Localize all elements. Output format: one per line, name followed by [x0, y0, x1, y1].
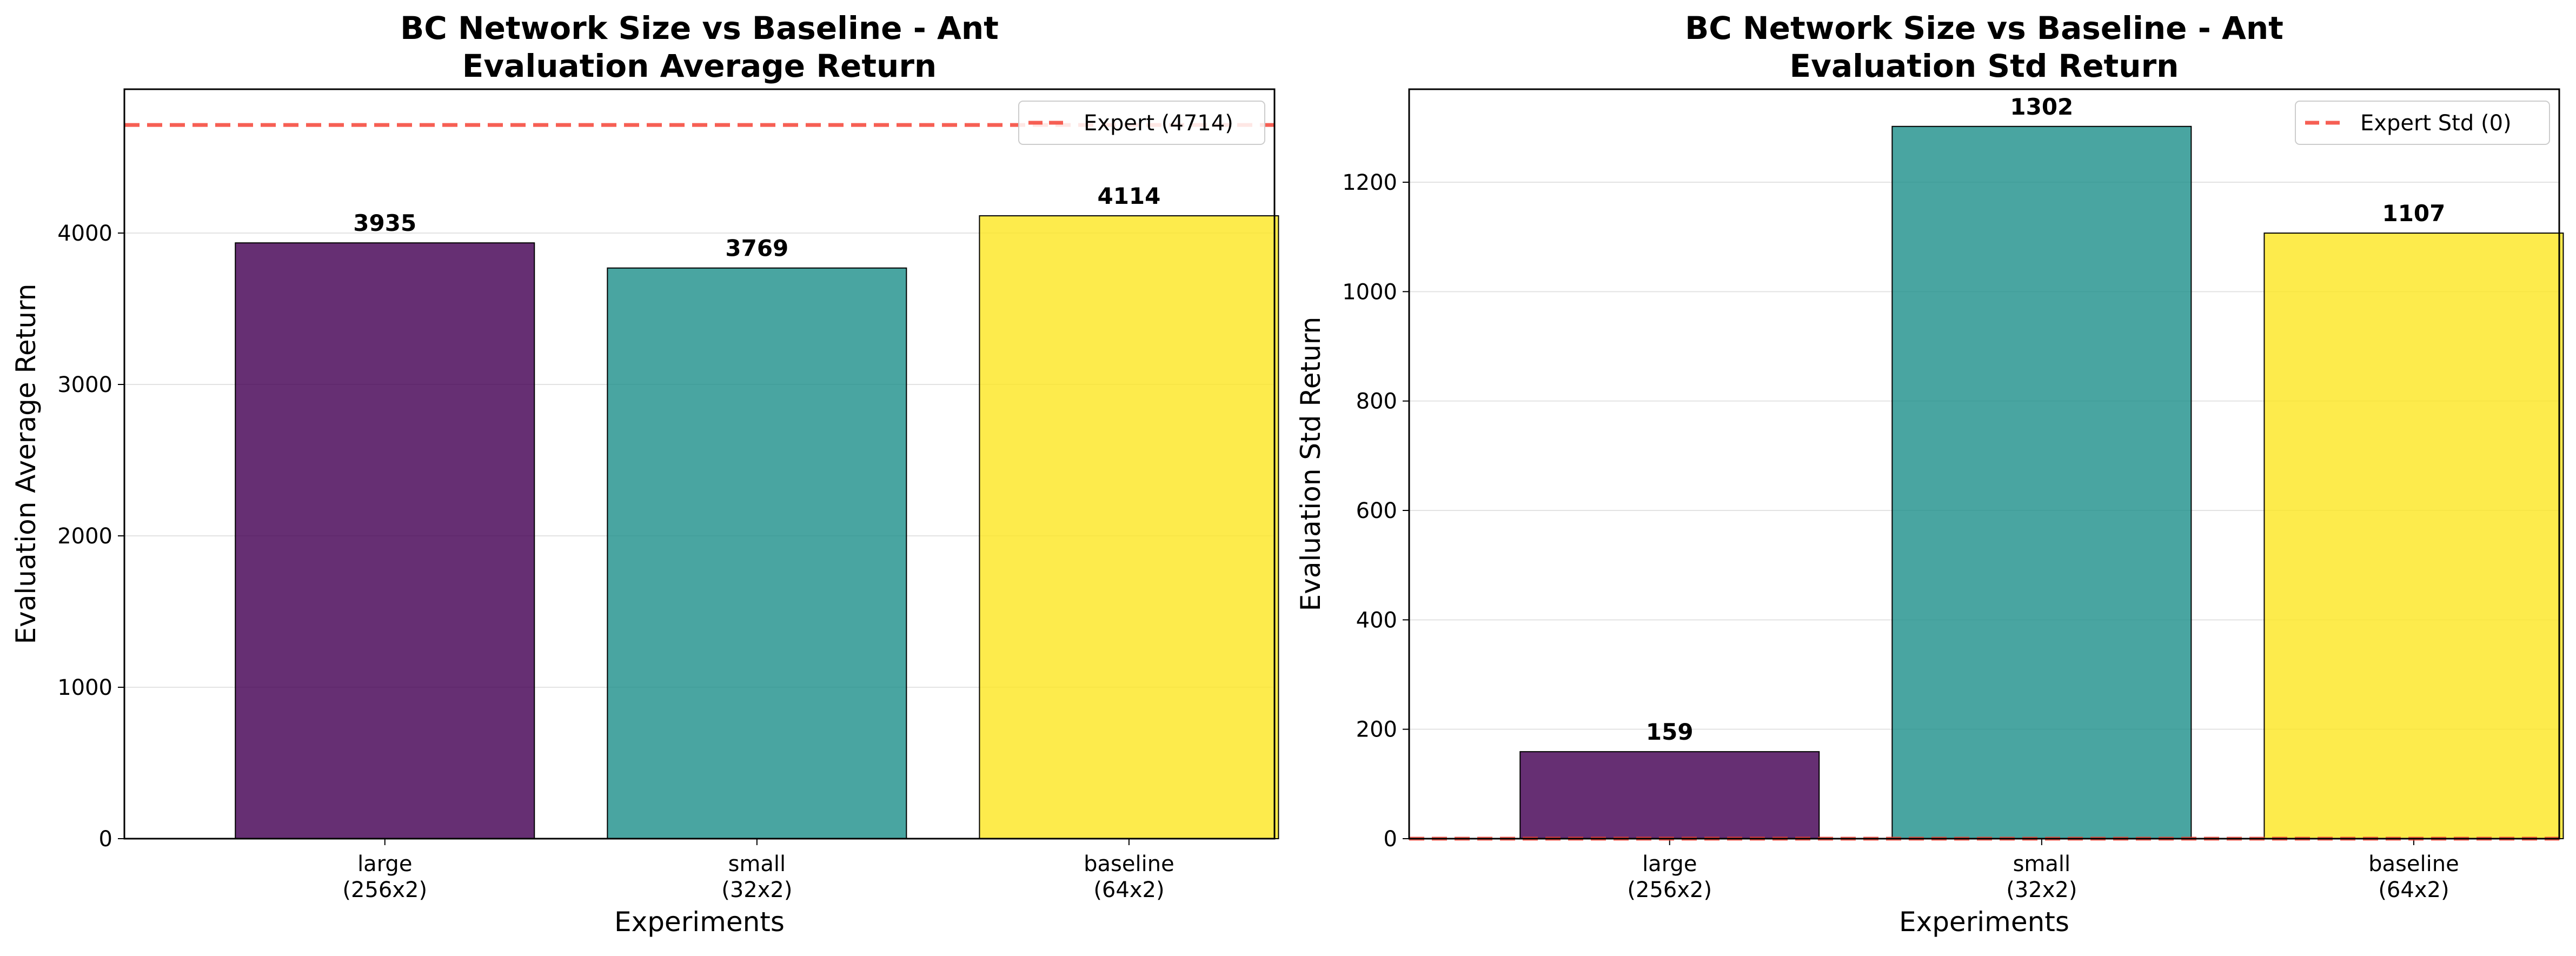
bar-3 [2263, 233, 2564, 839]
y-tick-label: 800 [1356, 389, 1397, 414]
legend-entry: Expert (4714) [1084, 111, 1233, 136]
bar-2 [607, 267, 907, 839]
chart-title: Evaluation Std Return [1790, 48, 2179, 84]
x-tick-label: baseline [2368, 852, 2459, 877]
x-tick-label: (32x2) [721, 878, 792, 902]
y-tick-label: 3000 [57, 373, 112, 397]
x-tick-label: small [2013, 852, 2071, 877]
bar-value-label: 1107 [2382, 200, 2445, 227]
chart-panel-2: 159 large(256x2) 1302 small(32x2) 1107 baseli… [1295, 10, 2564, 938]
chart-title: BC Network Size vs Baseline - Ant [1685, 10, 2283, 47]
y-tick-label: 1200 [1342, 170, 1397, 195]
x-tick-label: (64x2) [1093, 878, 1164, 902]
x-tick-label: small [728, 852, 786, 877]
chart-panel-1: 3935 large(256x2) 3769 small(32x2) 4114 basel… [10, 10, 1279, 938]
x-tick-label: (64x2) [2378, 878, 2449, 902]
y-tick-label: 600 [1356, 499, 1397, 523]
bar-value-label: 3935 [353, 210, 416, 236]
bar-2 [1891, 125, 2192, 839]
legend-box [2295, 101, 2550, 145]
legend: Expert Std (0) [2295, 101, 2550, 145]
y-axis-label: Evaluation Std Return [1295, 317, 1326, 612]
x-tick-label: (256x2) [342, 878, 427, 902]
axes-frame [123, 88, 1276, 840]
bar-1 [1519, 751, 1820, 839]
legend-entry: Expert Std (0) [2360, 111, 2512, 136]
x-axis-label: Experiments [614, 906, 785, 938]
y-tick-label: 200 [1356, 718, 1397, 742]
axes-frame [1408, 88, 2560, 840]
bar-value-label: 3769 [725, 235, 788, 262]
legend-box [1018, 101, 1265, 145]
y-tick-label: 0 [99, 827, 112, 852]
bar-3 [979, 215, 1279, 840]
legend: Expert (4714) [1018, 101, 1265, 145]
x-tick-label: (256x2) [1627, 878, 1712, 902]
y-tick-label: 400 [1356, 608, 1397, 633]
chart-title: Evaluation Average Return [462, 48, 937, 84]
x-tick-label: (32x2) [2006, 878, 2077, 902]
x-tick-label: large [357, 852, 412, 877]
bar-1 [235, 242, 535, 840]
y-tick-label: 2000 [57, 524, 112, 549]
y-tick-label: 1000 [57, 675, 112, 700]
x-tick-label: large [1642, 852, 1697, 877]
bar-value-label: 159 [1646, 719, 1694, 745]
x-axis-label: Experiments [1899, 906, 2069, 938]
bar-value-label: 4114 [1097, 183, 1160, 209]
chart-title: BC Network Size vs Baseline - Ant [400, 10, 999, 47]
x-tick-label: baseline [1084, 852, 1174, 877]
bar-value-label: 1302 [2010, 94, 2073, 120]
y-axis-label: Evaluation Average Return [10, 284, 42, 645]
y-tick-label: 4000 [57, 221, 112, 246]
y-tick-label: 1000 [1342, 280, 1397, 304]
y-tick-label: 0 [1384, 827, 1397, 852]
